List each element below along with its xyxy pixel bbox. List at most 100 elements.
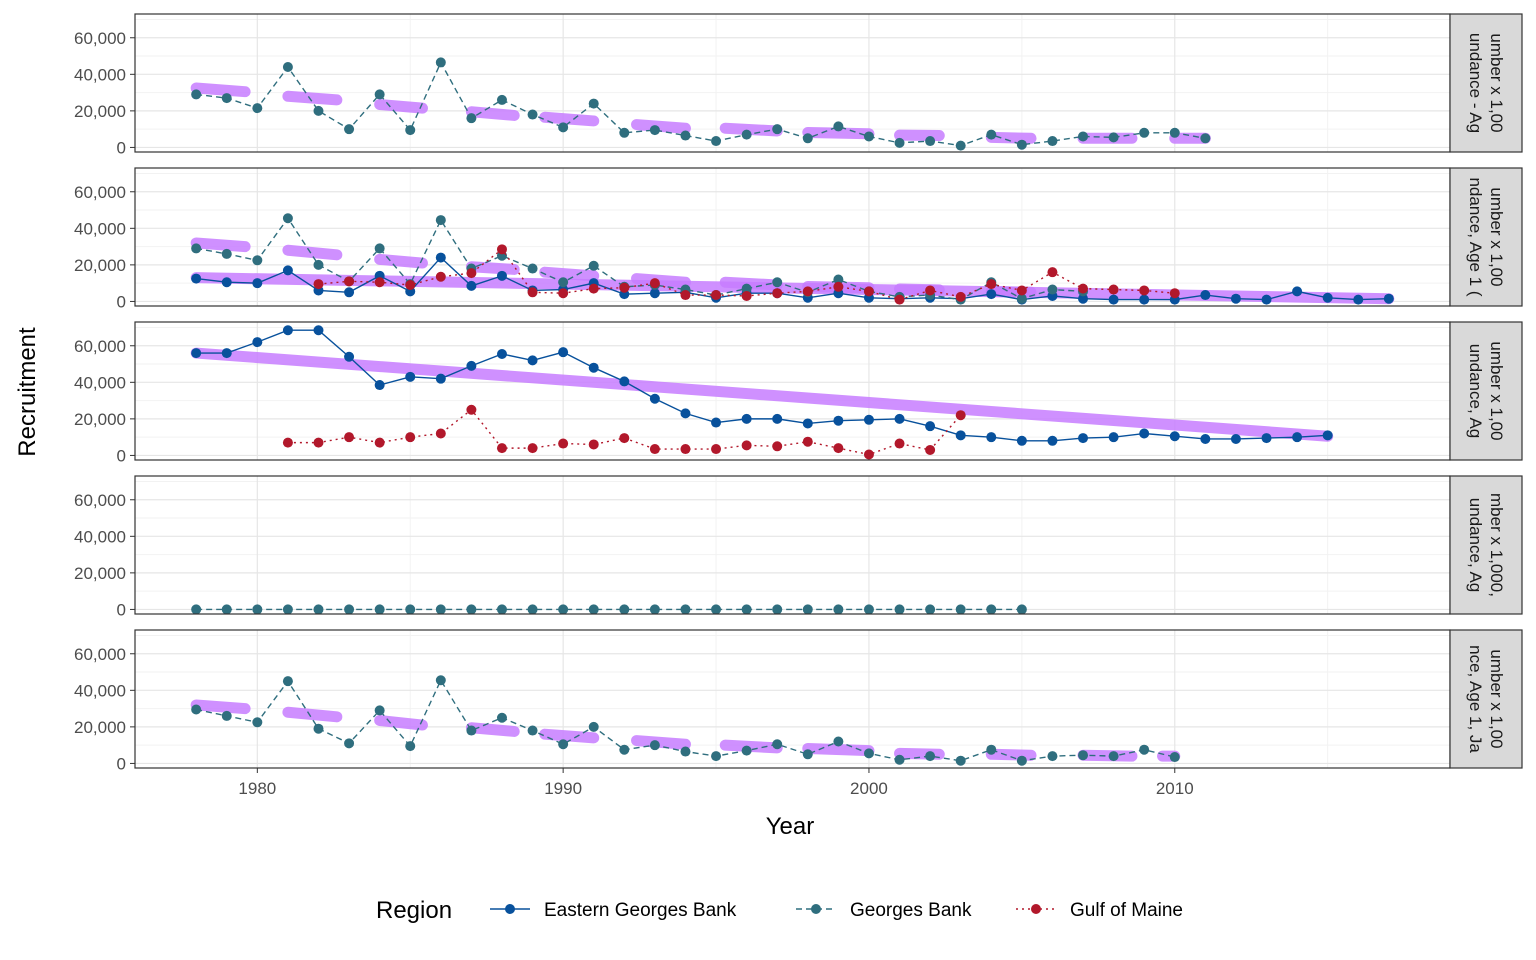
x-tick-label: 1990 — [544, 779, 582, 798]
facet-strip-background — [1449, 167, 1523, 307]
y-tick-label: 20,000 — [74, 256, 126, 275]
data-point — [374, 380, 385, 391]
data-point — [894, 137, 905, 148]
data-point — [649, 740, 660, 751]
data-point — [496, 94, 507, 105]
data-point — [435, 373, 446, 384]
data-point — [1169, 431, 1180, 442]
data-point — [741, 745, 752, 756]
plot-area — [191, 604, 1027, 614]
data-point — [1261, 294, 1272, 305]
data-point — [833, 604, 844, 614]
data-point — [282, 213, 293, 224]
data-point — [619, 127, 630, 138]
trend-segment — [190, 237, 251, 253]
data-point — [649, 278, 660, 289]
x-axis-title: Year — [766, 813, 815, 840]
data-point — [1047, 136, 1058, 147]
facet-strip-background — [1449, 321, 1523, 461]
data-point — [313, 604, 324, 614]
data-point — [282, 265, 293, 276]
data-point — [894, 754, 905, 765]
data-point — [619, 376, 630, 387]
data-point — [466, 113, 477, 124]
y-tick-label: 60,000 — [74, 337, 126, 356]
data-point — [649, 393, 660, 404]
legend-label: Georges Bank — [850, 900, 972, 921]
data-point — [741, 440, 752, 451]
data-point — [252, 278, 263, 289]
data-point — [1169, 127, 1180, 138]
data-point — [313, 279, 324, 290]
trend-segment — [190, 699, 251, 715]
y-tick-label: 0 — [117, 292, 126, 311]
facet-strip-label: umber x 1,00 — [1487, 33, 1506, 132]
data-point — [1139, 285, 1150, 296]
data-point — [772, 413, 783, 424]
data-point — [282, 325, 293, 336]
data-point — [1139, 127, 1150, 138]
data-point — [680, 290, 691, 301]
trend-segment — [374, 714, 428, 731]
data-point — [313, 437, 324, 448]
data-point — [1292, 286, 1303, 297]
trend-line — [190, 272, 1395, 305]
legend-label: Eastern Georges Bank — [544, 900, 737, 921]
data-point — [1200, 433, 1211, 444]
data-point — [252, 337, 263, 348]
x-tick-label: 2010 — [1156, 779, 1194, 798]
data-point — [1016, 755, 1027, 766]
data-point — [588, 604, 599, 614]
data-point — [649, 125, 660, 136]
data-point — [527, 287, 538, 298]
data-point — [619, 282, 630, 293]
data-point — [252, 604, 263, 614]
data-point — [741, 283, 752, 294]
data-point — [221, 348, 232, 359]
data-point — [802, 749, 813, 760]
data-point — [588, 98, 599, 109]
data-point — [1230, 433, 1241, 444]
data-point — [741, 290, 752, 301]
data-point — [1230, 293, 1241, 304]
data-point — [986, 604, 997, 614]
data-point — [833, 274, 844, 285]
data-point — [496, 712, 507, 723]
data-point — [925, 136, 936, 147]
facet-strip-label: ndance, Age 1 ( — [1466, 177, 1485, 296]
series-line-georges-bank — [196, 60, 1206, 147]
data-point — [894, 294, 905, 305]
data-point — [405, 125, 416, 136]
legend-title: Region — [376, 897, 452, 924]
data-point — [1261, 433, 1272, 444]
data-point — [558, 438, 569, 449]
panel-4: 0 20,000 40,000 60,000 undance, Ag mber x 1,0… — [74, 475, 1523, 619]
data-point — [741, 604, 752, 614]
data-point — [344, 124, 355, 135]
y-tick-label: 0 — [117, 600, 126, 619]
data-point — [894, 413, 905, 424]
legend-key-point — [1031, 904, 1041, 914]
data-point — [1078, 293, 1089, 304]
data-point — [711, 290, 722, 301]
data-point — [252, 717, 263, 728]
data-point — [435, 252, 446, 263]
data-point — [405, 432, 416, 443]
data-point — [313, 723, 324, 734]
data-point — [680, 444, 691, 455]
plot-area — [190, 675, 1181, 766]
data-point — [986, 289, 997, 300]
data-point — [711, 604, 722, 614]
data-point — [466, 604, 477, 614]
data-point — [680, 746, 691, 757]
facet-strip: undance, Ag umber x 1,00 — [1449, 321, 1523, 461]
series-line-eastern-georges-bank — [196, 329, 1328, 442]
trend-segment — [374, 98, 428, 114]
data-point — [1047, 751, 1058, 762]
facet-strip-background — [1449, 475, 1523, 615]
panel-background — [135, 476, 1450, 614]
legend-item-eastern-georges-bank: Eastern Georges Bank — [490, 900, 737, 921]
trend-segment — [282, 244, 343, 261]
data-point — [1108, 284, 1119, 295]
data-point — [282, 604, 293, 614]
